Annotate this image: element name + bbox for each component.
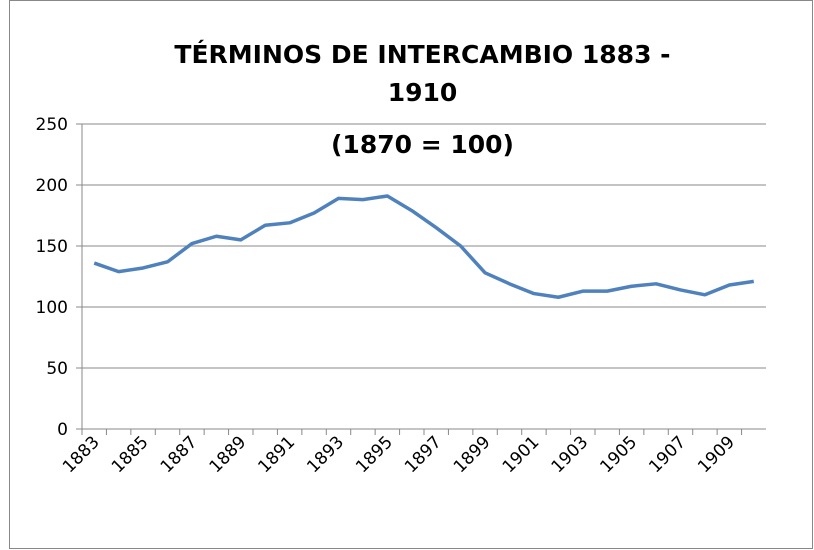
- series-line: [93, 194, 755, 299]
- y-tick-label: 100: [36, 298, 68, 318]
- y-tick-label: 200: [36, 176, 68, 196]
- chart-title: TÉRMINOS DE INTERCAMBIO 1883 - 1910: [174, 40, 671, 107]
- chart-frame: [9, 0, 813, 549]
- chart-subtitle: (1870 = 100): [331, 130, 514, 159]
- y-tick-label: 0: [57, 420, 68, 440]
- y-tick-label: 250: [36, 115, 68, 135]
- y-tick-label: 150: [36, 237, 68, 257]
- y-tick-label: 50: [46, 359, 68, 379]
